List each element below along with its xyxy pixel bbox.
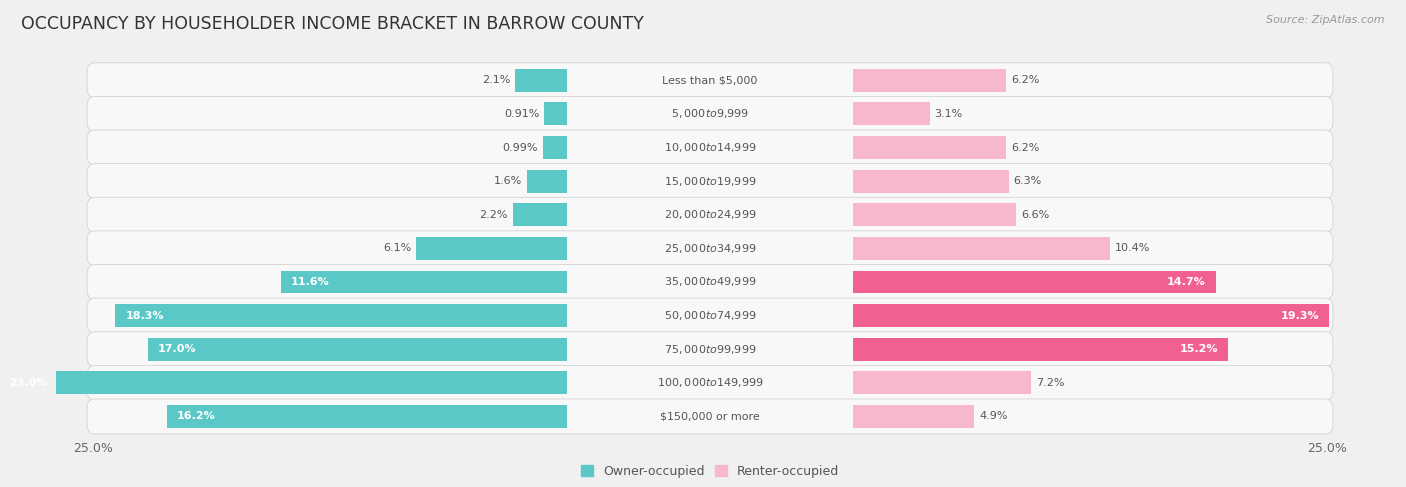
Text: 6.1%: 6.1% <box>384 244 412 253</box>
Text: 10.4%: 10.4% <box>1115 244 1150 253</box>
Bar <box>853 237 1109 260</box>
Text: 11.6%: 11.6% <box>291 277 329 287</box>
Text: 17.0%: 17.0% <box>157 344 195 354</box>
Bar <box>853 338 1227 361</box>
Text: 15.2%: 15.2% <box>1180 344 1218 354</box>
Text: 6.2%: 6.2% <box>1011 143 1039 152</box>
FancyBboxPatch shape <box>87 264 1333 300</box>
Text: 16.2%: 16.2% <box>177 412 217 421</box>
Bar <box>544 102 567 125</box>
Text: $75,000 to $99,999: $75,000 to $99,999 <box>664 343 756 356</box>
Text: OCCUPANCY BY HOUSEHOLDER INCOME BRACKET IN BARROW COUNTY: OCCUPANCY BY HOUSEHOLDER INCOME BRACKET … <box>21 15 644 33</box>
Text: 2.2%: 2.2% <box>479 210 508 220</box>
Text: Source: ZipAtlas.com: Source: ZipAtlas.com <box>1267 15 1385 25</box>
Legend: Owner-occupied, Renter-occupied: Owner-occupied, Renter-occupied <box>581 465 839 478</box>
Text: 6.3%: 6.3% <box>1014 176 1042 186</box>
Bar <box>853 271 1216 293</box>
Text: 18.3%: 18.3% <box>125 311 165 320</box>
Bar <box>853 69 1007 92</box>
Text: 0.99%: 0.99% <box>502 143 537 152</box>
Bar <box>853 405 974 428</box>
Bar <box>0 372 567 394</box>
Text: 2.1%: 2.1% <box>482 75 510 85</box>
Bar <box>281 271 567 293</box>
Text: $5,000 to $9,999: $5,000 to $9,999 <box>671 108 749 120</box>
FancyBboxPatch shape <box>87 197 1333 232</box>
Text: $25,000 to $34,999: $25,000 to $34,999 <box>664 242 756 255</box>
Bar <box>853 169 1008 192</box>
Bar <box>115 304 567 327</box>
Bar <box>853 304 1329 327</box>
FancyBboxPatch shape <box>87 164 1333 199</box>
Bar <box>527 169 567 192</box>
Text: 23.0%: 23.0% <box>10 378 48 388</box>
Text: $10,000 to $14,999: $10,000 to $14,999 <box>664 141 756 154</box>
Text: $100,000 to $149,999: $100,000 to $149,999 <box>657 376 763 389</box>
Bar <box>513 204 567 226</box>
FancyBboxPatch shape <box>87 231 1333 266</box>
Text: 3.1%: 3.1% <box>935 109 963 119</box>
FancyBboxPatch shape <box>87 399 1333 434</box>
Text: 6.6%: 6.6% <box>1021 210 1049 220</box>
Text: $15,000 to $19,999: $15,000 to $19,999 <box>664 175 756 187</box>
Text: 0.91%: 0.91% <box>505 109 540 119</box>
Bar <box>853 372 1031 394</box>
Text: 7.2%: 7.2% <box>1036 378 1064 388</box>
Bar <box>853 204 1017 226</box>
FancyBboxPatch shape <box>87 332 1333 367</box>
Bar <box>167 405 567 428</box>
Text: 14.7%: 14.7% <box>1167 277 1206 287</box>
FancyBboxPatch shape <box>87 96 1333 131</box>
FancyBboxPatch shape <box>87 63 1333 98</box>
Bar <box>148 338 567 361</box>
Text: $20,000 to $24,999: $20,000 to $24,999 <box>664 208 756 221</box>
FancyBboxPatch shape <box>87 298 1333 333</box>
Bar <box>853 136 1007 159</box>
Text: $50,000 to $74,999: $50,000 to $74,999 <box>664 309 756 322</box>
Text: $35,000 to $49,999: $35,000 to $49,999 <box>664 276 756 288</box>
FancyBboxPatch shape <box>87 365 1333 400</box>
Text: 19.3%: 19.3% <box>1281 311 1319 320</box>
Bar <box>853 102 929 125</box>
Text: 1.6%: 1.6% <box>495 176 523 186</box>
Bar <box>515 69 567 92</box>
Text: $150,000 or more: $150,000 or more <box>661 412 759 421</box>
Bar <box>416 237 567 260</box>
Text: 4.9%: 4.9% <box>979 412 1008 421</box>
Text: Less than $5,000: Less than $5,000 <box>662 75 758 85</box>
Bar <box>543 136 567 159</box>
FancyBboxPatch shape <box>87 130 1333 165</box>
Text: 6.2%: 6.2% <box>1011 75 1039 85</box>
